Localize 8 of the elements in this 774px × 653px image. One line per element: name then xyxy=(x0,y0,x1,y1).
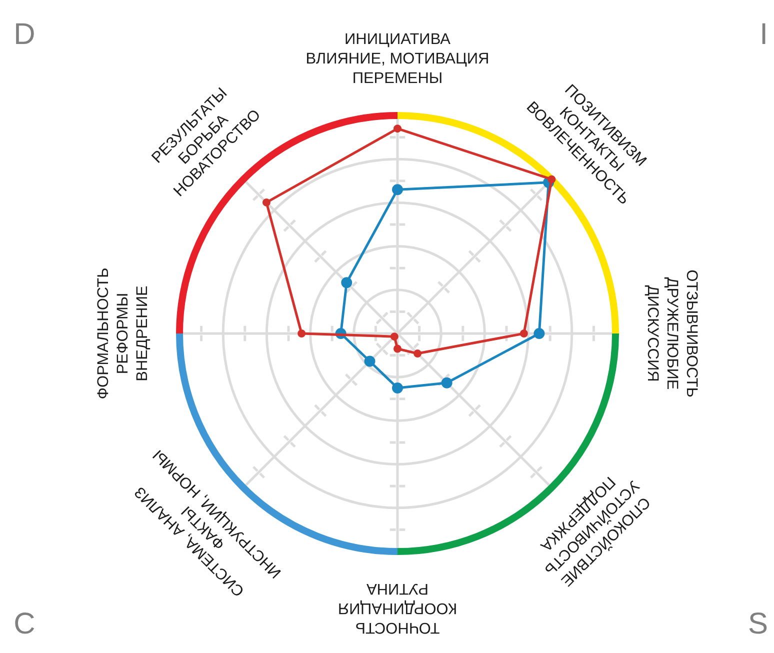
spoke-label: ТОЧНОСТЬ КООРДИНАЦИЯ РУТИНА xyxy=(338,580,458,636)
spoke-label: ОТЗЫВЧИВОСТЬ ДРУЖЕЛЮБИЕ ДИСКУССИЯ xyxy=(644,270,700,398)
text: I xyxy=(760,18,768,51)
spoke-label: ИНИЦИАТИВА ВЛИЯНИЕ, МОТИВАЦИЯ ПЕРЕМЕНЫ xyxy=(306,31,490,88)
text: S xyxy=(748,607,768,640)
text: C xyxy=(14,607,36,640)
spoke-label: ФОРМАЛЬНОСТЬ РЕФОРМЫ ВНЕДРЕНИЕ xyxy=(95,268,152,400)
text: D xyxy=(14,18,36,51)
